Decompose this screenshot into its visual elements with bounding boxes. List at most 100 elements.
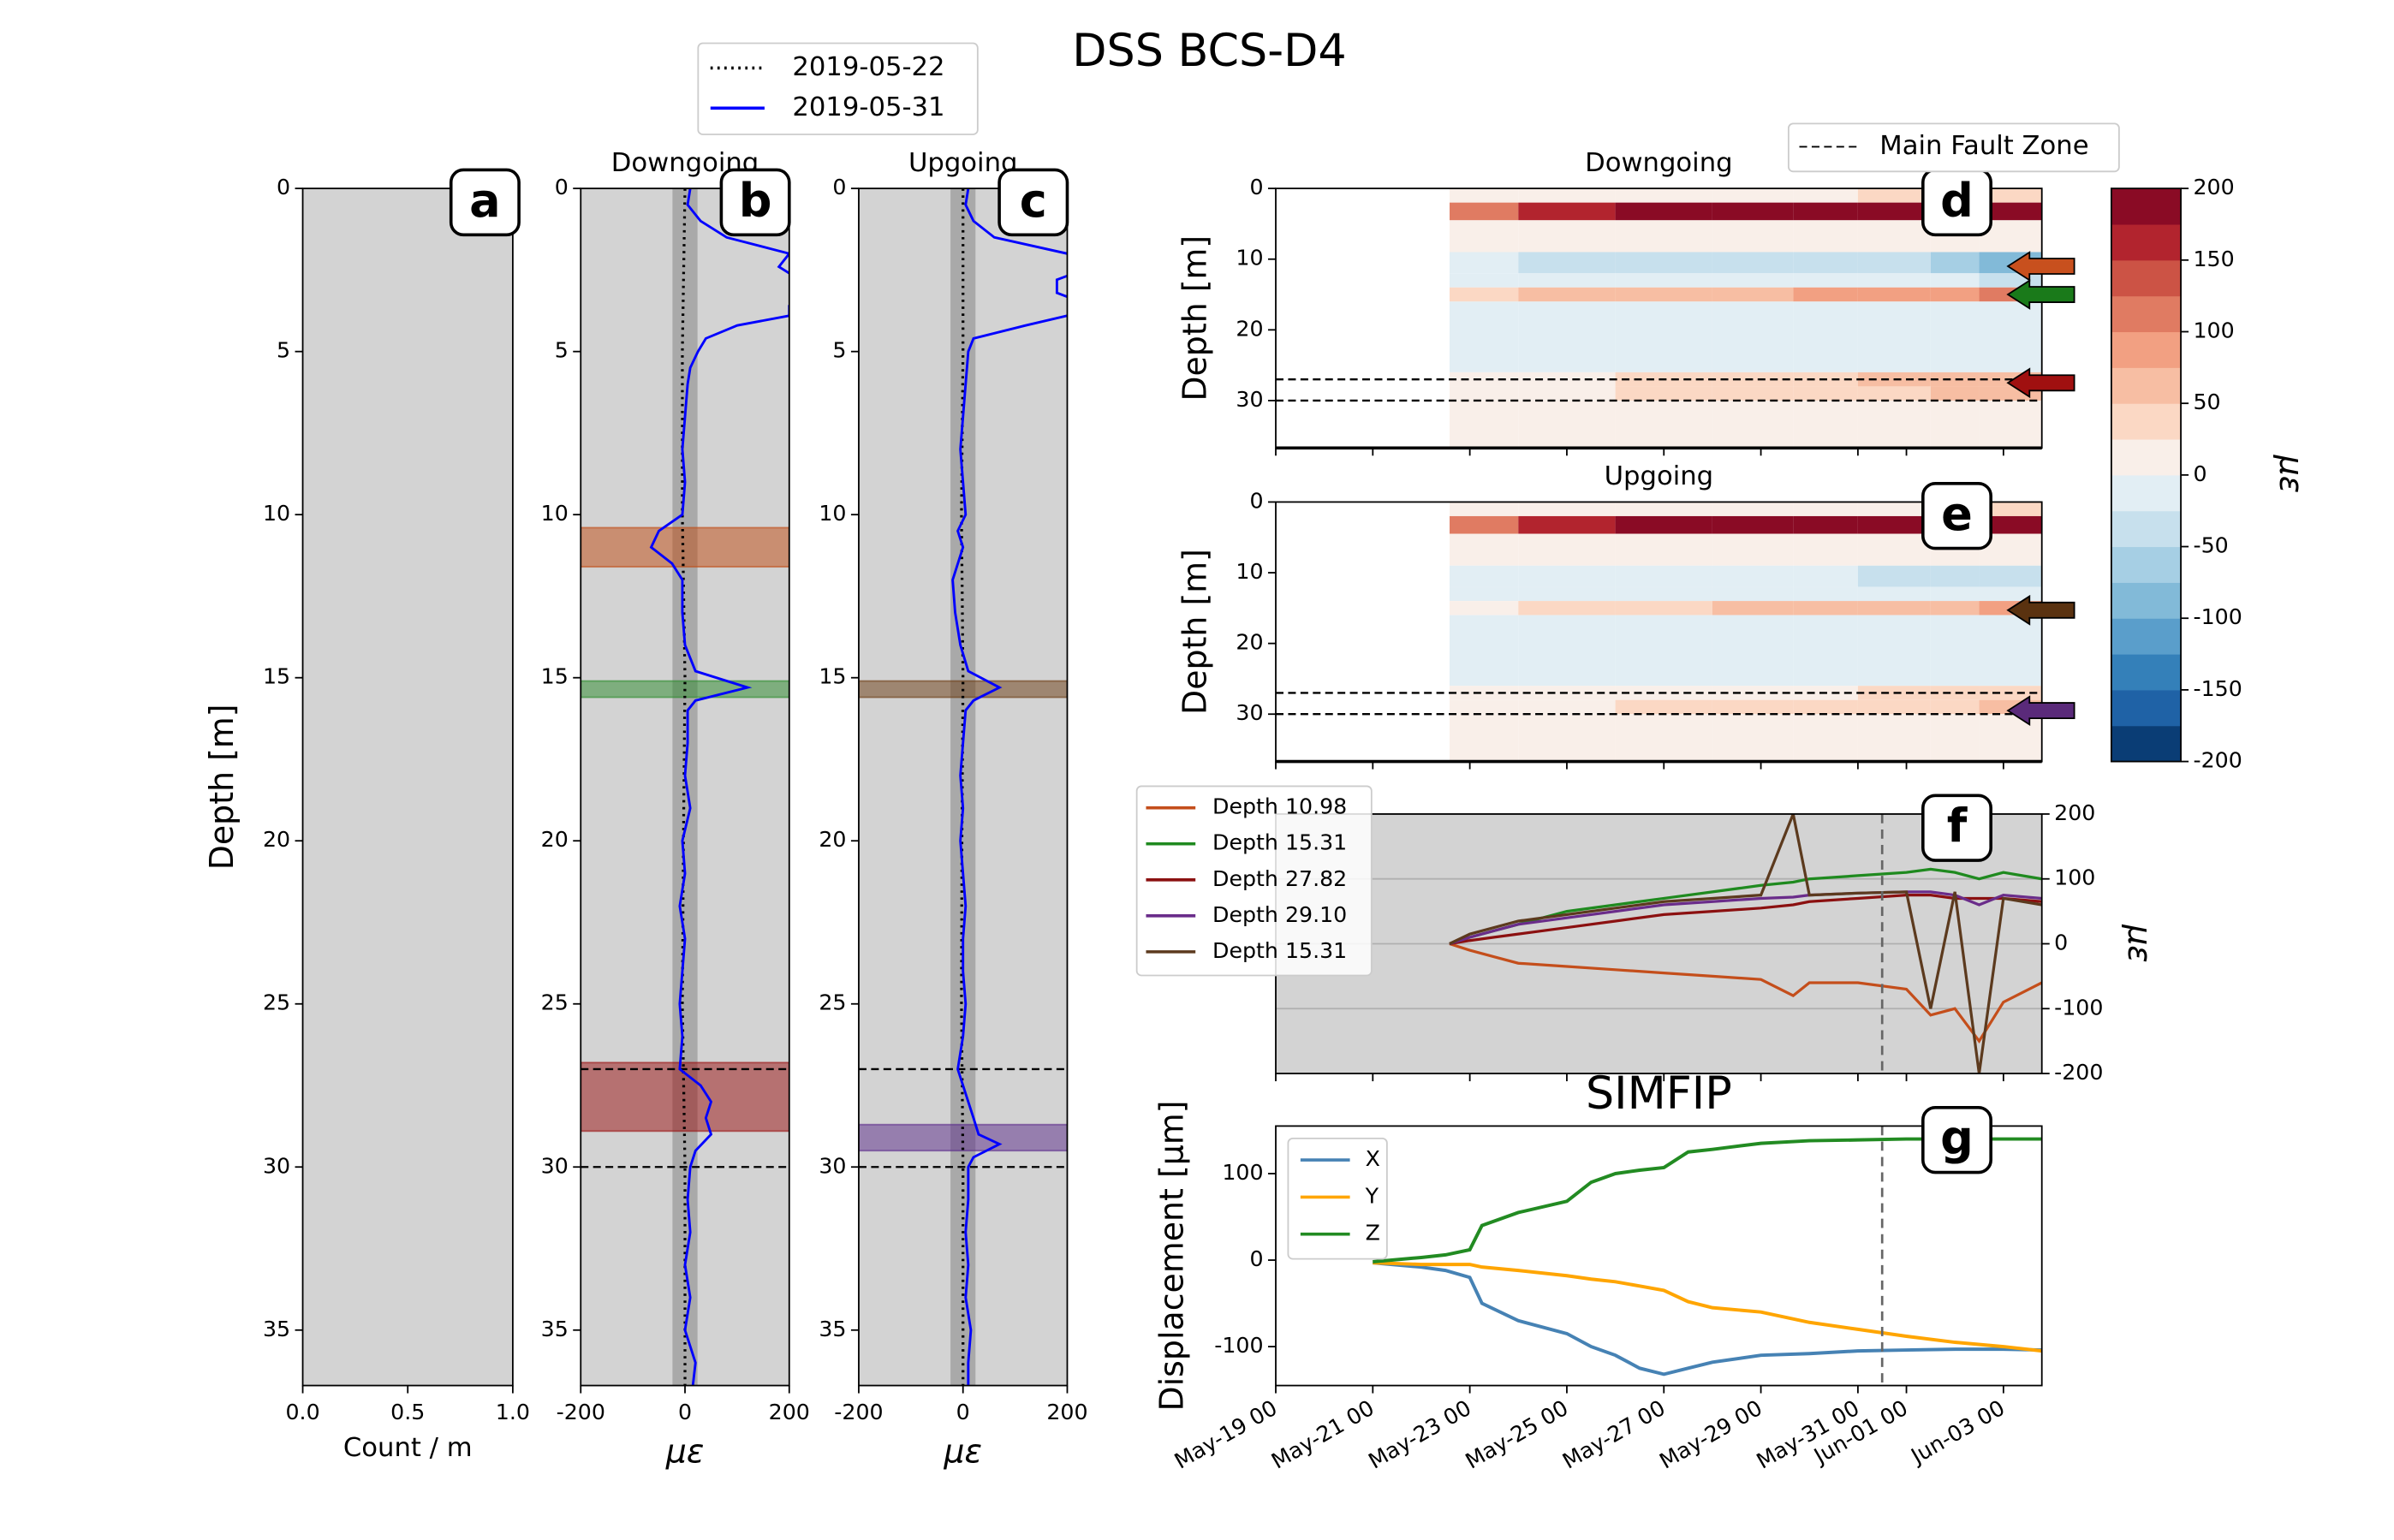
arrow: [2006, 279, 2075, 310]
y-tick-label: 100: [1222, 1160, 1263, 1185]
legend-box: [1135, 785, 1373, 977]
colorbar-label: με: [2272, 455, 2310, 494]
legend-label: Depth 29.10: [1212, 902, 1347, 927]
heatmap-cell: [1793, 400, 1858, 449]
panel-label-box: [1921, 481, 1992, 550]
heatmap-cell: [1857, 220, 1931, 253]
colorbar-bin: [2111, 725, 2182, 763]
colorbar-tick-label: 0: [2193, 461, 2206, 486]
legend-label: Main Fault Zone: [1879, 131, 2088, 161]
panel-label-box: [998, 168, 1069, 237]
legend-label: 2019-05-31: [792, 92, 944, 122]
heatmap-cell: [1979, 714, 2042, 762]
heatmap-cell: [1450, 515, 1519, 534]
x-tick-label: 200: [1046, 1400, 1087, 1424]
x-tick-label: May-23 00: [1364, 1395, 1475, 1474]
colorbar-bin: [2111, 367, 2182, 404]
heatmap-cell: [1857, 502, 1931, 516]
heatmap-cell: [1857, 565, 1931, 587]
colorbar-bin: [2111, 295, 2182, 333]
depth-band: [581, 526, 789, 568]
heatmap-cell: [1930, 601, 1980, 615]
heatmap-cell: [1712, 220, 1794, 253]
heatmap-cell: [1930, 252, 1980, 274]
heatmap-cell: [1930, 273, 1980, 288]
heatmap-cell: [1857, 533, 1931, 566]
heatmap-cell: [1712, 502, 1794, 516]
heatmap-cell: [1793, 586, 1858, 602]
heatmap-cell: [1615, 586, 1712, 602]
y-tick-label: 0: [277, 175, 290, 199]
heatmap-cell: [1857, 188, 1931, 203]
heatmap-cell: [1793, 287, 1858, 302]
x-tick-label: 0.5: [390, 1400, 425, 1424]
heatmap-cell: [1450, 533, 1519, 566]
y-tick-label: 5: [555, 338, 569, 363]
y-tick-label: 30: [1236, 700, 1263, 725]
y-tick-label: 20: [541, 827, 569, 852]
heatmap-cell: [1793, 699, 1858, 715]
series-line: [1449, 890, 2042, 946]
y-tick-label: 30: [1236, 387, 1263, 412]
heatmap-cell: [1857, 586, 1931, 602]
y-tick-label: -100: [1214, 1333, 1263, 1358]
heatmap-cell: [1979, 615, 2042, 687]
colorbar-tick-label: -150: [2193, 676, 2242, 701]
heatmap-cell: [1712, 601, 1794, 615]
heatmap-cell: [1450, 615, 1519, 687]
y-tick-label: 35: [263, 1317, 290, 1341]
x-tick-label: May-21 00: [1267, 1395, 1379, 1474]
y-tick-label: 0: [1249, 1246, 1263, 1271]
panel-label: c: [1020, 174, 1047, 228]
figure-title: DSS BCS-D4: [1072, 25, 1346, 77]
y-tick-label: 0: [1249, 175, 1263, 199]
y-tick-label: -200: [2054, 1060, 2103, 1085]
heatmap-cell: [1979, 202, 2042, 221]
heatmap-cell: [1712, 287, 1794, 302]
heatmap-cell: [1793, 601, 1858, 615]
heatmap-cell: [1930, 615, 1980, 687]
x-tick-label: -200: [557, 1400, 605, 1424]
y-tick-label: 30: [263, 1153, 290, 1178]
heatmap-cell: [1615, 301, 1712, 372]
y-tick-label: 25: [541, 990, 569, 1015]
y-tick-label: 0: [832, 175, 846, 199]
heatmap-cell: [1518, 699, 1616, 715]
y-axis-label: Depth [m]: [203, 704, 241, 870]
heatmap-cell: [1930, 287, 1980, 302]
heatmap-cell: [1615, 202, 1712, 221]
y-tick-label: 200: [2054, 800, 2095, 825]
heatmap-cell: [1793, 533, 1858, 566]
axes-title: Upgoing: [908, 148, 1018, 178]
heatmap-cell: [1518, 273, 1616, 288]
plot-area: [1449, 813, 2042, 1074]
heatmap-cell: [1979, 565, 2042, 587]
heatmap-cell: [1712, 202, 1794, 221]
heatmap-cell: [1857, 273, 1931, 288]
heatmap-cell: [1930, 699, 1980, 715]
y-tick-label: 15: [541, 664, 569, 689]
colorbar-tick-label: 150: [2193, 247, 2234, 271]
x-tick-label: Jun-03 00: [1905, 1395, 2009, 1470]
legend-label: Depth 10.98: [1212, 794, 1347, 819]
colorbar-bin: [2111, 474, 2182, 512]
y-tick-label: 100: [2054, 865, 2095, 890]
x-axis-label: με: [665, 1432, 705, 1470]
heatmap-cell: [1793, 615, 1858, 687]
colorbar-tick-label: -50: [2193, 533, 2228, 558]
heatmap-cell: [1615, 188, 1712, 203]
colorbar-bin: [2111, 510, 2182, 548]
panel-label: a: [469, 174, 501, 228]
heatmap-cell: [1930, 586, 1980, 602]
heatmap-cell: [1615, 601, 1712, 615]
y-tick-label: 10: [541, 501, 569, 526]
heatmap-cell: [1518, 287, 1616, 302]
y-tick-label: 25: [819, 990, 846, 1015]
y-tick-label: 10: [263, 501, 290, 526]
panel-label: b: [739, 174, 772, 228]
heatmap-cell: [1518, 714, 1616, 762]
y-tick-label: 10: [819, 501, 846, 526]
heatmap-cell: [1712, 586, 1794, 602]
heatmap-cell: [1615, 386, 1712, 401]
heatmap-cell: [1615, 615, 1712, 687]
